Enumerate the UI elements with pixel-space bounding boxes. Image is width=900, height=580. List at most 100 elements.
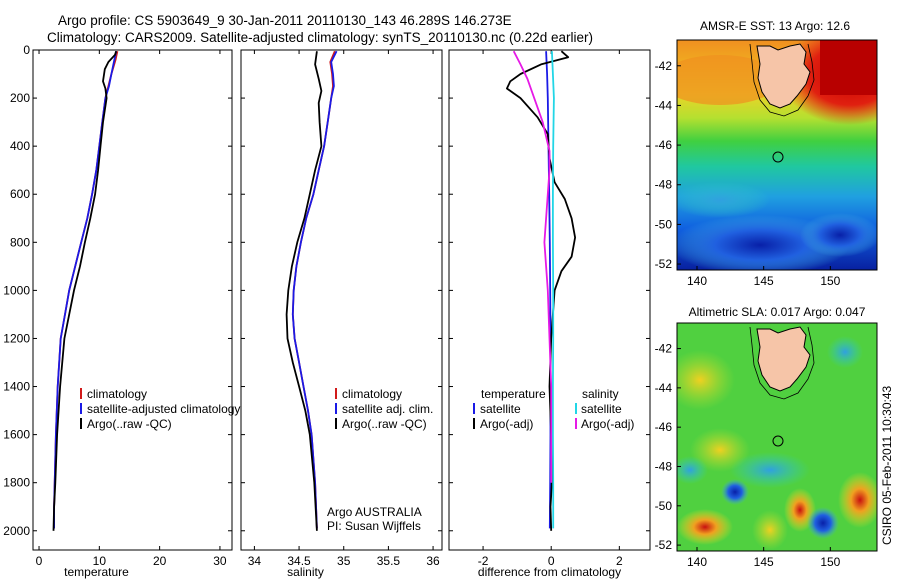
sla-cyan-3 (677, 456, 708, 484)
temperature-legend-label-0: temperature (481, 387, 546, 401)
sst-map-ytick-label-5: -52 (655, 257, 673, 271)
sst-cyan-band (677, 182, 770, 218)
sst-warm-block (820, 40, 877, 95)
temperature-profile-ytick-label-0: 0 (23, 43, 30, 57)
difference-profile-xtick-label-0: -2 (478, 554, 489, 568)
sst-map-xtick-label-0: 140 (687, 274, 707, 288)
sla-map-ytick-label-2: -46 (655, 420, 673, 434)
sla-warm-1 (677, 509, 733, 545)
temperature-profile-xtick-label-2: 20 (153, 554, 167, 568)
sla-yellow-2 (690, 428, 750, 472)
difference-profile-series-3 (512, 50, 553, 483)
salinity-profile-series-2 (285, 51, 323, 531)
salinity-profile-legend-label-1: satellite adj. clim. (342, 402, 433, 416)
sst-map: AMSR-E SST: 13 Argo: 12.6 140 145 150 -42 -4… (655, 19, 878, 288)
temperature-profile-xtick-label-0: 0 (36, 554, 43, 568)
sst-map-frame (676, 39, 878, 271)
salinity-profile-xtick-label-4: 36 (426, 554, 440, 568)
salinity-profile-legend-label-2: Argo(..raw -QC) (342, 417, 427, 431)
temperature-profile-legend-label-2: Argo(..raw -QC) (87, 417, 172, 431)
sla-cyan-1 (827, 336, 863, 368)
difference-profile-series-2 (551, 51, 555, 529)
temperature-profile-ytick-label-1: 200 (10, 91, 30, 105)
temperature-profile-ytick-label-10: 2000 (3, 524, 30, 538)
temperature-profile-ytick-label-6: 1200 (3, 331, 30, 345)
sla-map-xtick-label-1: 145 (754, 555, 774, 569)
temperature-profile-legend-label-0: climatology (87, 387, 147, 401)
sla-map-ytick-label-5: -52 (655, 538, 673, 552)
sla-shelf-contour (749, 326, 815, 400)
temperature-profile-ytick-label-7: 1400 (3, 380, 30, 394)
salinity-profile-xtick-label-3: 35.5 (377, 554, 401, 568)
salinity-profile-series-1 (291, 50, 338, 529)
figure-title-line2: Climatology: CARS2009. Satellite-adjuste… (47, 30, 594, 45)
difference-profile-xtick-label-2: 2 (616, 554, 623, 568)
sla-argo-marker (772, 435, 784, 447)
sla-map-axes: 140 145 150 -42 -44 -46 -48 -50 -52 (655, 322, 878, 569)
temperature-profile-ytick-label-5: 1000 (3, 283, 30, 297)
salinity-legend-label-2: Argo(-adj) (581, 417, 634, 431)
salinity-legend-label-1: satellite (581, 402, 622, 416)
temperature-profile-xtick-label-3: 30 (213, 554, 227, 568)
sst-map-ytick-label-1: -44 (655, 98, 673, 112)
sla-warm-3 (838, 472, 877, 528)
salinity-profile-legend-label-0: climatology (342, 387, 402, 401)
sst-map-ytick-label-4: -50 (655, 217, 673, 231)
salinity-profile-xlabel: salinity (287, 565, 324, 579)
sla-map-xtick-label-0: 140 (687, 555, 707, 569)
figure-title-line1: Argo profile: CS 5903649_9 30-Jan-2011 2… (58, 13, 512, 28)
sst-map-xtick-label-2: 150 (820, 274, 840, 288)
temperature-profile-xtick-label-1: 10 (93, 554, 107, 568)
salinity-profile-frame (240, 49, 443, 551)
sst-map-xtick-label-1: 145 (754, 274, 774, 288)
temperature-profile-ytick-label-9: 1800 (3, 476, 30, 490)
sla-map-xtick-label-2: 150 (820, 555, 840, 569)
temperature-legend-label-2: Argo(-adj) (480, 417, 533, 431)
sla-yellow-3 (752, 510, 788, 550)
sst-cold-region-2 (800, 213, 877, 257)
temperature-profile-frame (32, 49, 233, 551)
salinity-profile-annotation-0: Argo AUSTRALIA (327, 505, 422, 519)
temperature-profile-ytick-label-3: 600 (10, 187, 30, 201)
sla-map-title: Altimetric SLA: 0.017 Argo: 0.047 (689, 305, 866, 319)
temperature-profile-xlabel: temperature (64, 565, 129, 579)
salinity-profile-xtick-label-2: 35 (337, 554, 351, 568)
sla-map-frame (676, 322, 878, 552)
temperature-profile-ytick-label-8: 1600 (3, 428, 30, 442)
sla-map-ytick-label-0: -42 (655, 342, 673, 356)
temperature-profile-ytick-label-2: 400 (10, 139, 30, 153)
sla-yellow-1 (677, 350, 735, 410)
sla-land (756, 326, 811, 392)
sla-map-ytick-label-1: -44 (655, 381, 673, 395)
sst-map-axes: 140 145 150 -42 -44 -46 -48 -50 -52 (655, 39, 878, 288)
sla-cold-1 (721, 479, 749, 505)
temperature-profile-series-2 (52, 50, 118, 531)
sla-map-ytick-label-4: -50 (655, 499, 673, 513)
salinity-profile-xtick-label-0: 34 (248, 554, 262, 568)
sst-land (756, 43, 811, 109)
sst-map-ytick-label-0: -42 (655, 59, 673, 73)
sst-orange-band (677, 55, 780, 105)
sst-shelf-contour (749, 43, 815, 117)
difference-profile-xtick-label-1: 0 (548, 554, 555, 568)
difference-profile-series-1 (505, 50, 576, 531)
sst-map-title: AMSR-E SST: 13 Argo: 12.6 (700, 19, 850, 33)
sst-argo-marker (772, 151, 784, 163)
salinity-panel: 34 34.5 35 35.5 36 salinity climatologysatelli… (240, 49, 443, 579)
temperature-profile-ytick-label-4: 800 (10, 235, 30, 249)
temperature-profile-legend-label-1: satellite-adjusted climatology (87, 402, 240, 416)
salinity-legend-label-0: salinity (582, 387, 619, 401)
sla-cyan-2 (730, 452, 810, 488)
difference-profile-xlabel: difference from climatology (478, 565, 621, 579)
sst-map-ytick-label-3: -48 (655, 178, 673, 192)
sla-map: Altimetric SLA: 0.017 Argo: 0.047 140 145… (655, 305, 878, 569)
temperature-panel: 0 10 20 30 0 200 400 600 800 1000 1200 1400 1600 1800… (3, 43, 240, 579)
salinity-profile-annotation-1: PI: Susan Wijffels (327, 519, 421, 533)
temperature-profile-series-1 (53, 51, 118, 529)
temperature-legend-label-1: satellite (480, 402, 521, 416)
sla-map-ytick-label-3: -48 (655, 459, 673, 473)
sla-cold-2 (807, 507, 839, 539)
sst-map-ytick-label-2: -46 (655, 138, 673, 152)
